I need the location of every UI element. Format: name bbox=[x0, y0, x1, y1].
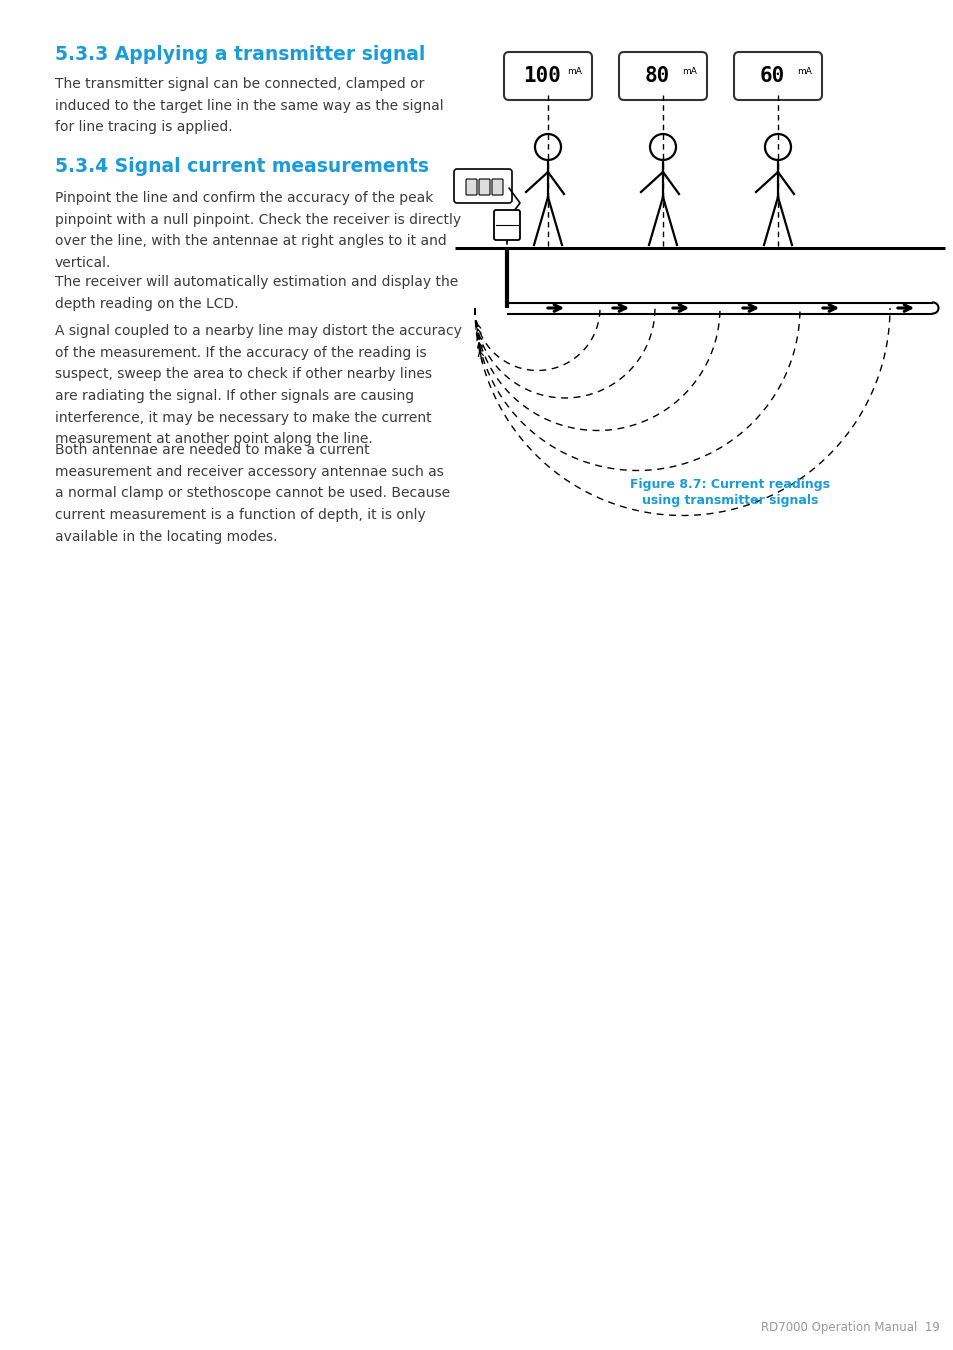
Text: mA: mA bbox=[797, 66, 812, 76]
Text: RD7000 Operation Manual  19: RD7000 Operation Manual 19 bbox=[760, 1322, 939, 1334]
Text: 60: 60 bbox=[759, 66, 783, 86]
FancyBboxPatch shape bbox=[465, 180, 476, 194]
Text: The receiver will automatically estimation and display the
depth reading on the : The receiver will automatically estimati… bbox=[55, 275, 457, 310]
Text: 80: 80 bbox=[643, 66, 669, 86]
Text: Both antennae are needed to make a current
measurement and receiver accessory an: Both antennae are needed to make a curre… bbox=[55, 443, 450, 544]
Text: 5.3.4 Signal current measurements: 5.3.4 Signal current measurements bbox=[55, 157, 429, 176]
Text: Pinpoint the line and confirm the accuracy of the peak
pinpoint with a null pinp: Pinpoint the line and confirm the accura… bbox=[55, 190, 460, 270]
FancyBboxPatch shape bbox=[733, 53, 821, 100]
Text: 100: 100 bbox=[522, 66, 560, 86]
Text: A signal coupled to a nearby line may distort the accuracy
of the measurement. I: A signal coupled to a nearby line may di… bbox=[55, 324, 461, 447]
Text: Figure 8.7: Current readings: Figure 8.7: Current readings bbox=[629, 478, 829, 491]
FancyBboxPatch shape bbox=[618, 53, 706, 100]
Text: The transmitter signal can be connected, clamped or
induced to the target line i: The transmitter signal can be connected,… bbox=[55, 77, 443, 135]
Text: mA: mA bbox=[681, 66, 697, 76]
FancyBboxPatch shape bbox=[494, 211, 519, 240]
FancyBboxPatch shape bbox=[492, 180, 502, 194]
Text: mA: mA bbox=[567, 66, 582, 76]
FancyBboxPatch shape bbox=[454, 169, 512, 202]
Text: using transmitter signals: using transmitter signals bbox=[641, 494, 818, 508]
FancyBboxPatch shape bbox=[478, 180, 490, 194]
FancyBboxPatch shape bbox=[503, 53, 592, 100]
Text: 5.3.3 Applying a transmitter signal: 5.3.3 Applying a transmitter signal bbox=[55, 45, 425, 63]
